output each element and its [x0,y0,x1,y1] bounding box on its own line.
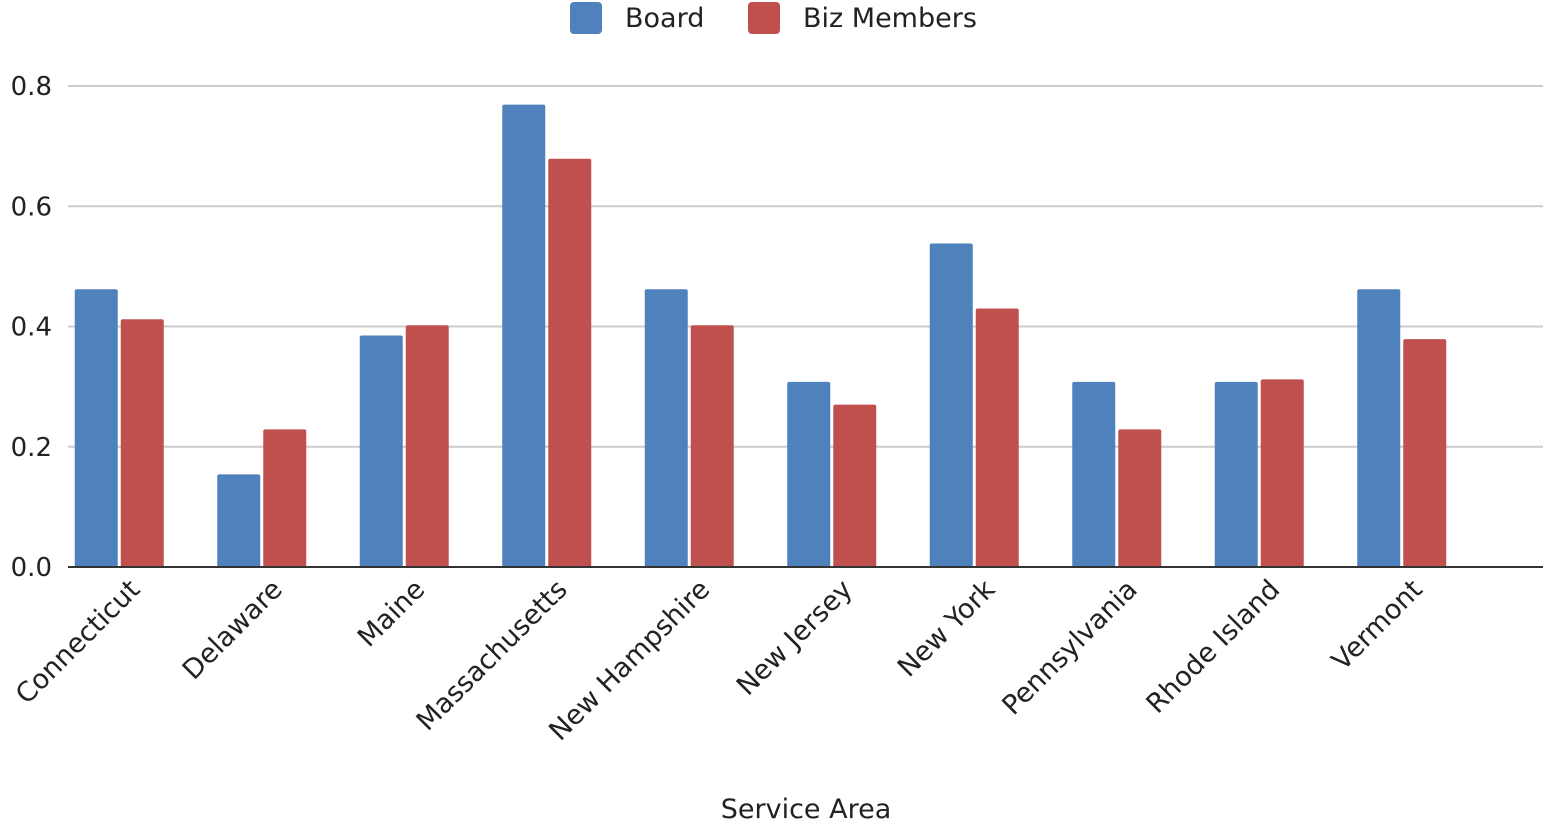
x-category-label: Rhode Island [1140,574,1286,720]
x-axis-title: Service Area [721,794,892,824]
bar-biz-members-new-york [975,308,1019,567]
bar-biz-members-maine [405,325,449,567]
bar-board-new-jersey [787,381,831,567]
x-category-label: Vermont [1326,574,1429,677]
x-category-label: New Jersey [731,574,859,702]
legend-swatch-biz-members [748,2,780,34]
y-tick-label: 0.2 [11,433,52,463]
x-category-label: New York [892,574,1002,684]
y-tick-label: 0.0 [11,553,52,583]
bar-board-maine [359,335,403,567]
bar-biz-members-delaware [263,429,307,567]
y-axis-ticks: 0.0 0.2 0.4 0.6 0.8 [11,72,52,583]
bar-board-delaware [217,474,261,567]
bar-board-rhode-island [1214,381,1258,567]
x-category-label: Massachusetts [411,574,574,737]
y-tick-label: 0.6 [11,192,52,222]
x-category-label: Delaware [177,574,289,686]
bar-biz-members-pennsylvania [1118,429,1162,567]
legend-label: Biz Members [803,3,977,34]
bars [74,104,1447,568]
bar-board-massachusetts [502,104,546,568]
x-category-label: Maine [352,574,431,653]
bar-biz-members-rhode-island [1260,379,1304,567]
bar-biz-members-vermont [1403,339,1447,567]
bar-biz-members-connecticut [120,319,164,567]
bar-board-pennsylvania [1072,381,1116,567]
y-tick-label: 0.8 [11,72,52,102]
legend-label: Board [625,3,704,34]
x-category-label: Connecticut [10,574,146,710]
y-tick-label: 0.4 [11,313,52,343]
bar-biz-members-new-hampshire [690,325,734,567]
legend: Board Biz Members [570,2,977,34]
bar-board-new-hampshire [644,289,688,567]
bar-board-connecticut [74,289,118,567]
bar-board-vermont [1357,289,1401,567]
bar-biz-members-massachusetts [548,158,592,567]
legend-swatch-board [570,2,602,34]
bar-board-new-york [929,243,973,567]
x-category-label: Pennsylvania [996,574,1143,721]
bar-biz-members-new-jersey [833,404,877,567]
